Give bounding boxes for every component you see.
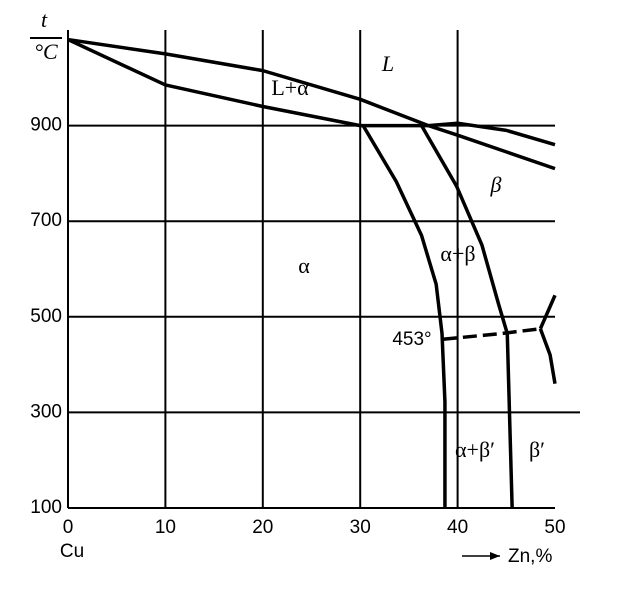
x-tick-label: 30 (350, 517, 371, 538)
y-tick-label: 900 (30, 115, 62, 136)
x-tick-label: 20 (252, 517, 273, 538)
phase-boundary (420, 124, 514, 509)
region-label: β (490, 172, 502, 197)
y-label: t (41, 7, 48, 32)
y-tick-label: 500 (30, 306, 62, 327)
region-label: L+α (271, 75, 309, 100)
x-origin-label: Cu (60, 541, 84, 562)
region-label: α+β′ (455, 437, 495, 462)
phase-boundary (67, 37, 556, 147)
phase-boundary (361, 124, 447, 508)
region-label: L (381, 51, 394, 76)
x-tick-label: 40 (447, 517, 468, 538)
x-tick-label: 10 (155, 517, 176, 538)
region-label: α+β (440, 241, 475, 266)
phase-boundary (538, 328, 557, 385)
phase-boundary (538, 294, 557, 330)
y-unit: °C (34, 39, 58, 64)
y-tick-label: 700 (30, 210, 62, 231)
x-tick-label: 50 (544, 517, 565, 538)
y-tick-label: 100 (30, 497, 62, 518)
phase-boundary (442, 327, 541, 342)
x-label: Zn,% (508, 546, 552, 567)
region-label: β′ (529, 437, 545, 462)
phase-boundary (427, 123, 556, 171)
phase-boundary (67, 37, 429, 128)
region-label: 453° (392, 329, 431, 350)
arrow-head (490, 552, 500, 560)
region-label: α (298, 253, 310, 278)
y-tick-label: 300 (30, 401, 62, 422)
x-tick-label: 0 (63, 517, 74, 538)
